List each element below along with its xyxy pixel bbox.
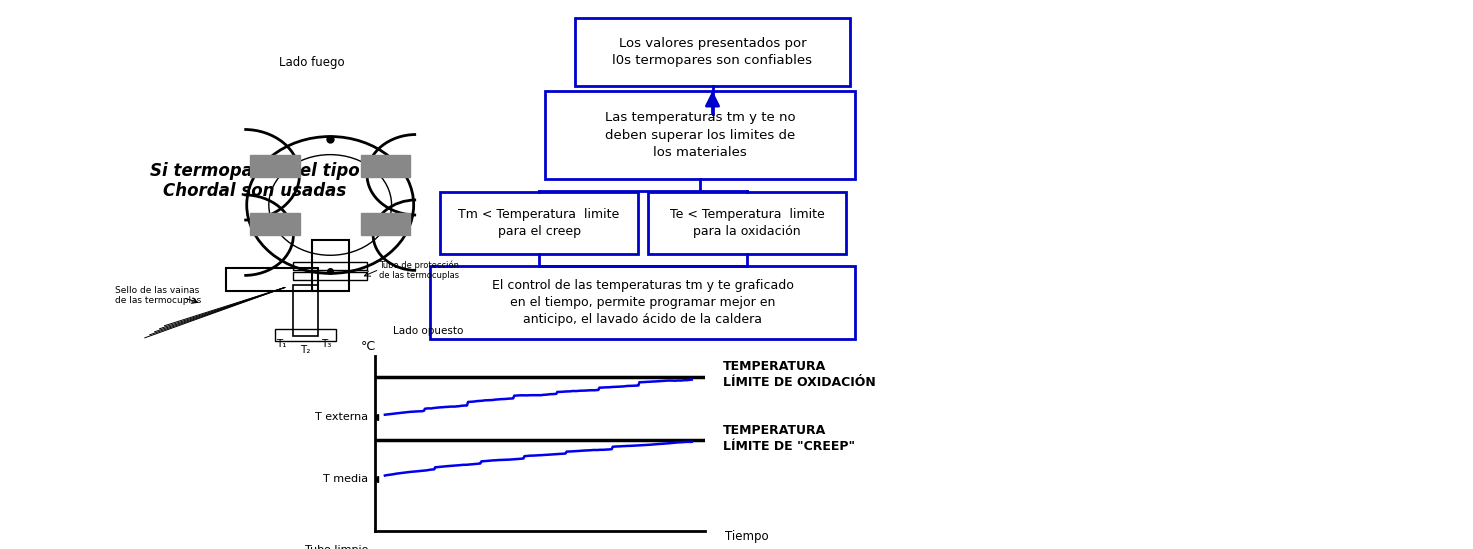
Text: Los valores presentados por
l0s termopares son confiables: Los valores presentados por l0s termopar… — [613, 37, 813, 67]
Text: Lado fuego: Lado fuego — [278, 56, 345, 69]
FancyBboxPatch shape — [545, 91, 854, 179]
Bar — [312, 240, 349, 290]
FancyArrow shape — [382, 544, 471, 549]
Text: Si termopares del tipo: Si termopares del tipo — [150, 162, 359, 180]
FancyBboxPatch shape — [430, 266, 854, 339]
Text: TEMPERATURA
LÍMITE DE "CREEP": TEMPERATURA LÍMITE DE "CREEP" — [723, 423, 856, 452]
Text: Lado opuesto: Lado opuesto — [393, 326, 464, 336]
Text: T₃: T₃ — [321, 339, 331, 349]
Text: Sello de las vainas
de las termocuplas: Sello de las vainas de las termocuplas — [115, 286, 202, 305]
Bar — [361, 213, 409, 235]
Bar — [275, 329, 336, 341]
Bar — [361, 155, 409, 177]
Text: Las temperaturas tm y te no
deben superar los limites de
los materiales: Las temperaturas tm y te no deben supera… — [605, 111, 795, 159]
Text: T₂: T₂ — [300, 345, 311, 355]
Text: Tubo de protección
de las termocuplas: Tubo de protección de las termocuplas — [380, 260, 460, 281]
Text: T media: T media — [323, 473, 368, 484]
Bar — [293, 272, 367, 281]
Text: El control de las temperaturas tm y te graficado
en el tiempo, permite programar: El control de las temperaturas tm y te g… — [492, 279, 794, 326]
Bar — [250, 155, 299, 177]
FancyBboxPatch shape — [648, 192, 846, 254]
Text: TEMPERATURA
LÍMITE DE OXIDACIÓN: TEMPERATURA LÍMITE DE OXIDACIÓN — [723, 361, 876, 389]
Text: °C: °C — [361, 339, 376, 352]
Text: T externa: T externa — [315, 412, 368, 422]
FancyBboxPatch shape — [440, 192, 638, 254]
Text: Tubo limpio: Tubo limpio — [305, 545, 368, 549]
Text: T₁: T₁ — [275, 339, 286, 349]
FancyBboxPatch shape — [574, 18, 850, 86]
Text: Chordal son usadas: Chordal son usadas — [164, 182, 346, 200]
Text: Tm < Temperatura  limite
para el creep: Tm < Temperatura limite para el creep — [458, 208, 620, 238]
Bar — [225, 268, 318, 290]
Bar — [293, 285, 318, 336]
Bar — [250, 213, 299, 235]
Text: Tiempo: Tiempo — [725, 530, 769, 543]
Text: Te < Temperatura  limite
para la oxidación: Te < Temperatura limite para la oxidació… — [670, 208, 825, 238]
Bar — [293, 262, 367, 270]
